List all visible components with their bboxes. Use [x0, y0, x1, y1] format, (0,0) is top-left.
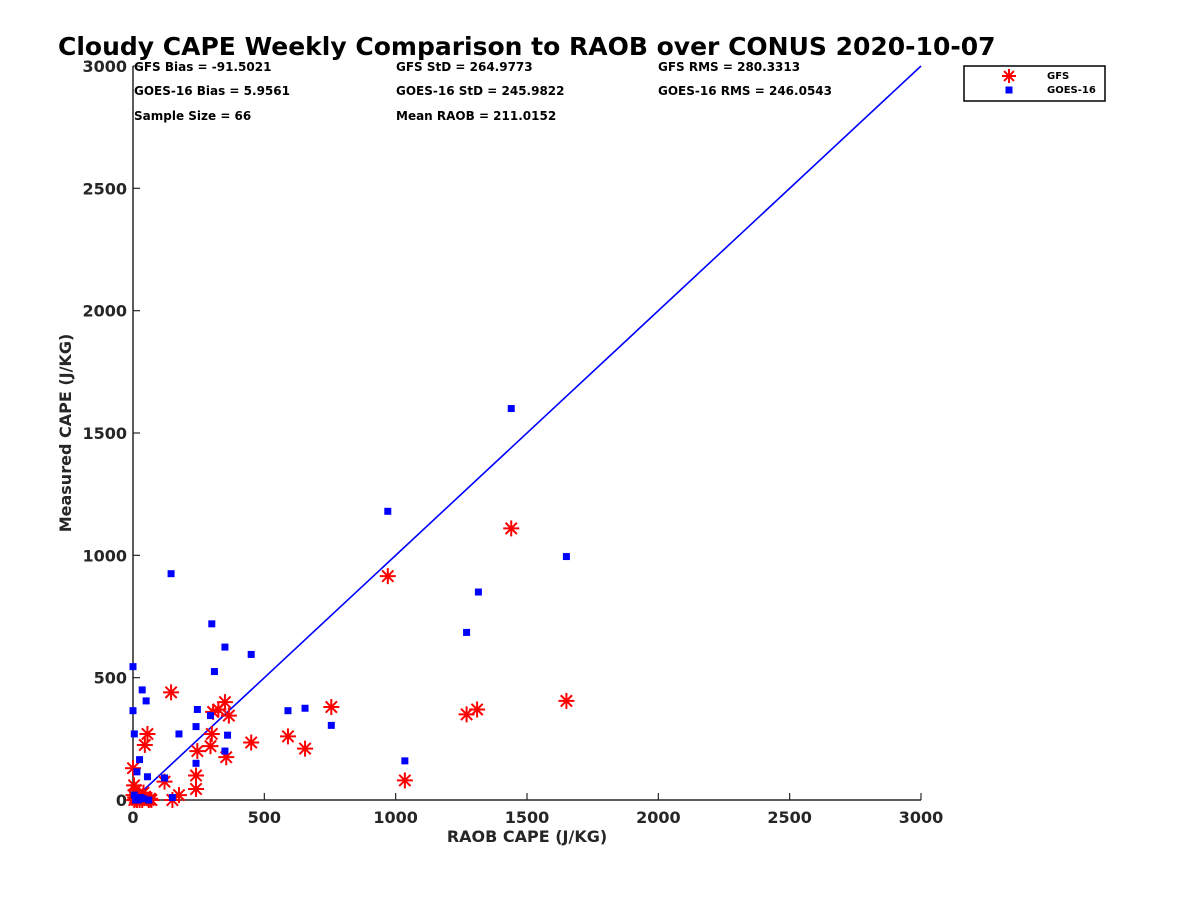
gfs-point — [188, 767, 205, 784]
gfs-point — [297, 740, 314, 757]
goes16-point — [562, 553, 570, 561]
one-to-one-line — [132, 65, 922, 801]
goes16-point — [130, 791, 138, 799]
goes16-point — [142, 697, 150, 705]
y-axis-label: Measured CAPE (J/KG) — [56, 334, 75, 533]
stat-label: GOES-16 Bias = 5.9561 — [134, 84, 290, 98]
goes16-point — [507, 405, 515, 413]
goes16-point — [145, 796, 153, 804]
gfs-point — [139, 725, 156, 742]
x-tick-label: 1500 — [505, 808, 550, 827]
y-tick-label: 2500 — [82, 179, 127, 198]
x-tick-label: 1000 — [373, 808, 418, 827]
chart-title: Cloudy CAPE Weekly Comparison to RAOB ov… — [58, 32, 996, 61]
goes16-point — [138, 686, 146, 694]
gfs-point — [220, 707, 237, 724]
x-axis-label: RAOB CAPE (J/KG) — [447, 827, 607, 846]
gfs-point — [243, 734, 260, 751]
legend-gfs-asterisk — [1002, 69, 1016, 83]
gfs-point — [203, 725, 220, 742]
goes16-point — [401, 757, 409, 765]
tick-labels: 0 500 1000 1500 2000 2500 3000 0 500 1000 1500 2000… — [82, 57, 943, 827]
stat-label: GFS RMS = 280.3313 — [658, 60, 800, 74]
goes16-point — [143, 773, 151, 781]
gfs-point — [379, 568, 396, 585]
stat-label: Sample Size = 66 — [134, 109, 251, 123]
goes16-point — [206, 712, 214, 720]
gfs-point — [202, 738, 219, 755]
gfs-point — [279, 728, 296, 745]
x-tick-label: 2000 — [636, 808, 681, 827]
legend-label-goes16: GOES-16 — [1047, 85, 1096, 96]
goes16-point — [136, 756, 144, 764]
stat-label: Mean RAOB = 211.0152 — [396, 109, 556, 123]
gfs-point — [323, 699, 340, 716]
goes16-point — [327, 721, 335, 729]
goes16-point — [247, 650, 255, 658]
x-tick-label: 3000 — [899, 808, 944, 827]
x-tick-label: 0 — [127, 808, 138, 827]
goes16-point — [140, 795, 148, 803]
stat-label: GOES-16 StD = 245.9822 — [396, 84, 565, 98]
goes16-point — [133, 768, 141, 776]
goes16-point — [210, 668, 218, 676]
stat-label: GFS Bias = -91.5021 — [134, 60, 271, 74]
goes16-point — [208, 620, 216, 628]
stat-label: GFS StD = 264.9773 — [396, 60, 533, 74]
goes16-point — [221, 643, 229, 651]
goes16-point — [161, 774, 169, 782]
legend-marker-goes16 — [1005, 86, 1013, 94]
gfs-point — [558, 692, 575, 709]
legend-goes16-square — [1005, 86, 1013, 94]
goes16-point — [167, 570, 175, 578]
goes16-point — [192, 759, 200, 767]
gfs-point — [136, 736, 153, 753]
y-tick-label: 3000 — [82, 57, 127, 76]
goes16-point — [129, 663, 137, 671]
axes — [132, 65, 922, 801]
legend-label-gfs: GFS — [1047, 71, 1069, 82]
goes16-point — [301, 704, 309, 712]
goes16-point — [129, 707, 137, 715]
x-tick-label: 500 — [248, 808, 281, 827]
y-tick-label: 500 — [94, 669, 127, 688]
gfs-point — [189, 743, 206, 760]
gfs-point — [125, 760, 141, 777]
data-points — [125, 405, 575, 808]
goes16-point — [192, 723, 200, 731]
legend-marker-gfs — [1002, 69, 1016, 83]
gfs-point — [163, 684, 180, 701]
y-tick-label: 0 — [116, 791, 127, 810]
y-tick-label: 1000 — [82, 546, 127, 565]
goes16-point — [193, 705, 201, 713]
legend: GFS GOES-16 — [963, 65, 1106, 102]
stats-annotations: GFS Bias = -91.5021 GFS StD = 264.9773 GFS… — [134, 60, 832, 123]
goes16-point — [175, 730, 183, 738]
y-tick-label: 1500 — [82, 424, 127, 443]
goes16-point — [221, 747, 229, 755]
goes16-point — [168, 794, 176, 802]
goes16-point — [474, 588, 482, 596]
gfs-point — [469, 701, 486, 718]
goes16-point — [284, 707, 292, 715]
stat-label: GOES-16 RMS = 246.0543 — [658, 84, 832, 98]
goes16-point — [463, 628, 471, 636]
goes16-point — [224, 731, 232, 739]
y-tick-label: 2000 — [82, 302, 127, 321]
gfs-point — [503, 520, 520, 537]
goes16-point — [384, 507, 392, 515]
x-tick-label: 2500 — [767, 808, 812, 827]
gfs-point — [188, 780, 205, 797]
gfs-point — [216, 694, 233, 711]
reference-line-group — [132, 65, 922, 801]
gfs-point — [396, 772, 413, 789]
legend-box — [963, 65, 1106, 102]
goes16-point — [130, 730, 138, 738]
